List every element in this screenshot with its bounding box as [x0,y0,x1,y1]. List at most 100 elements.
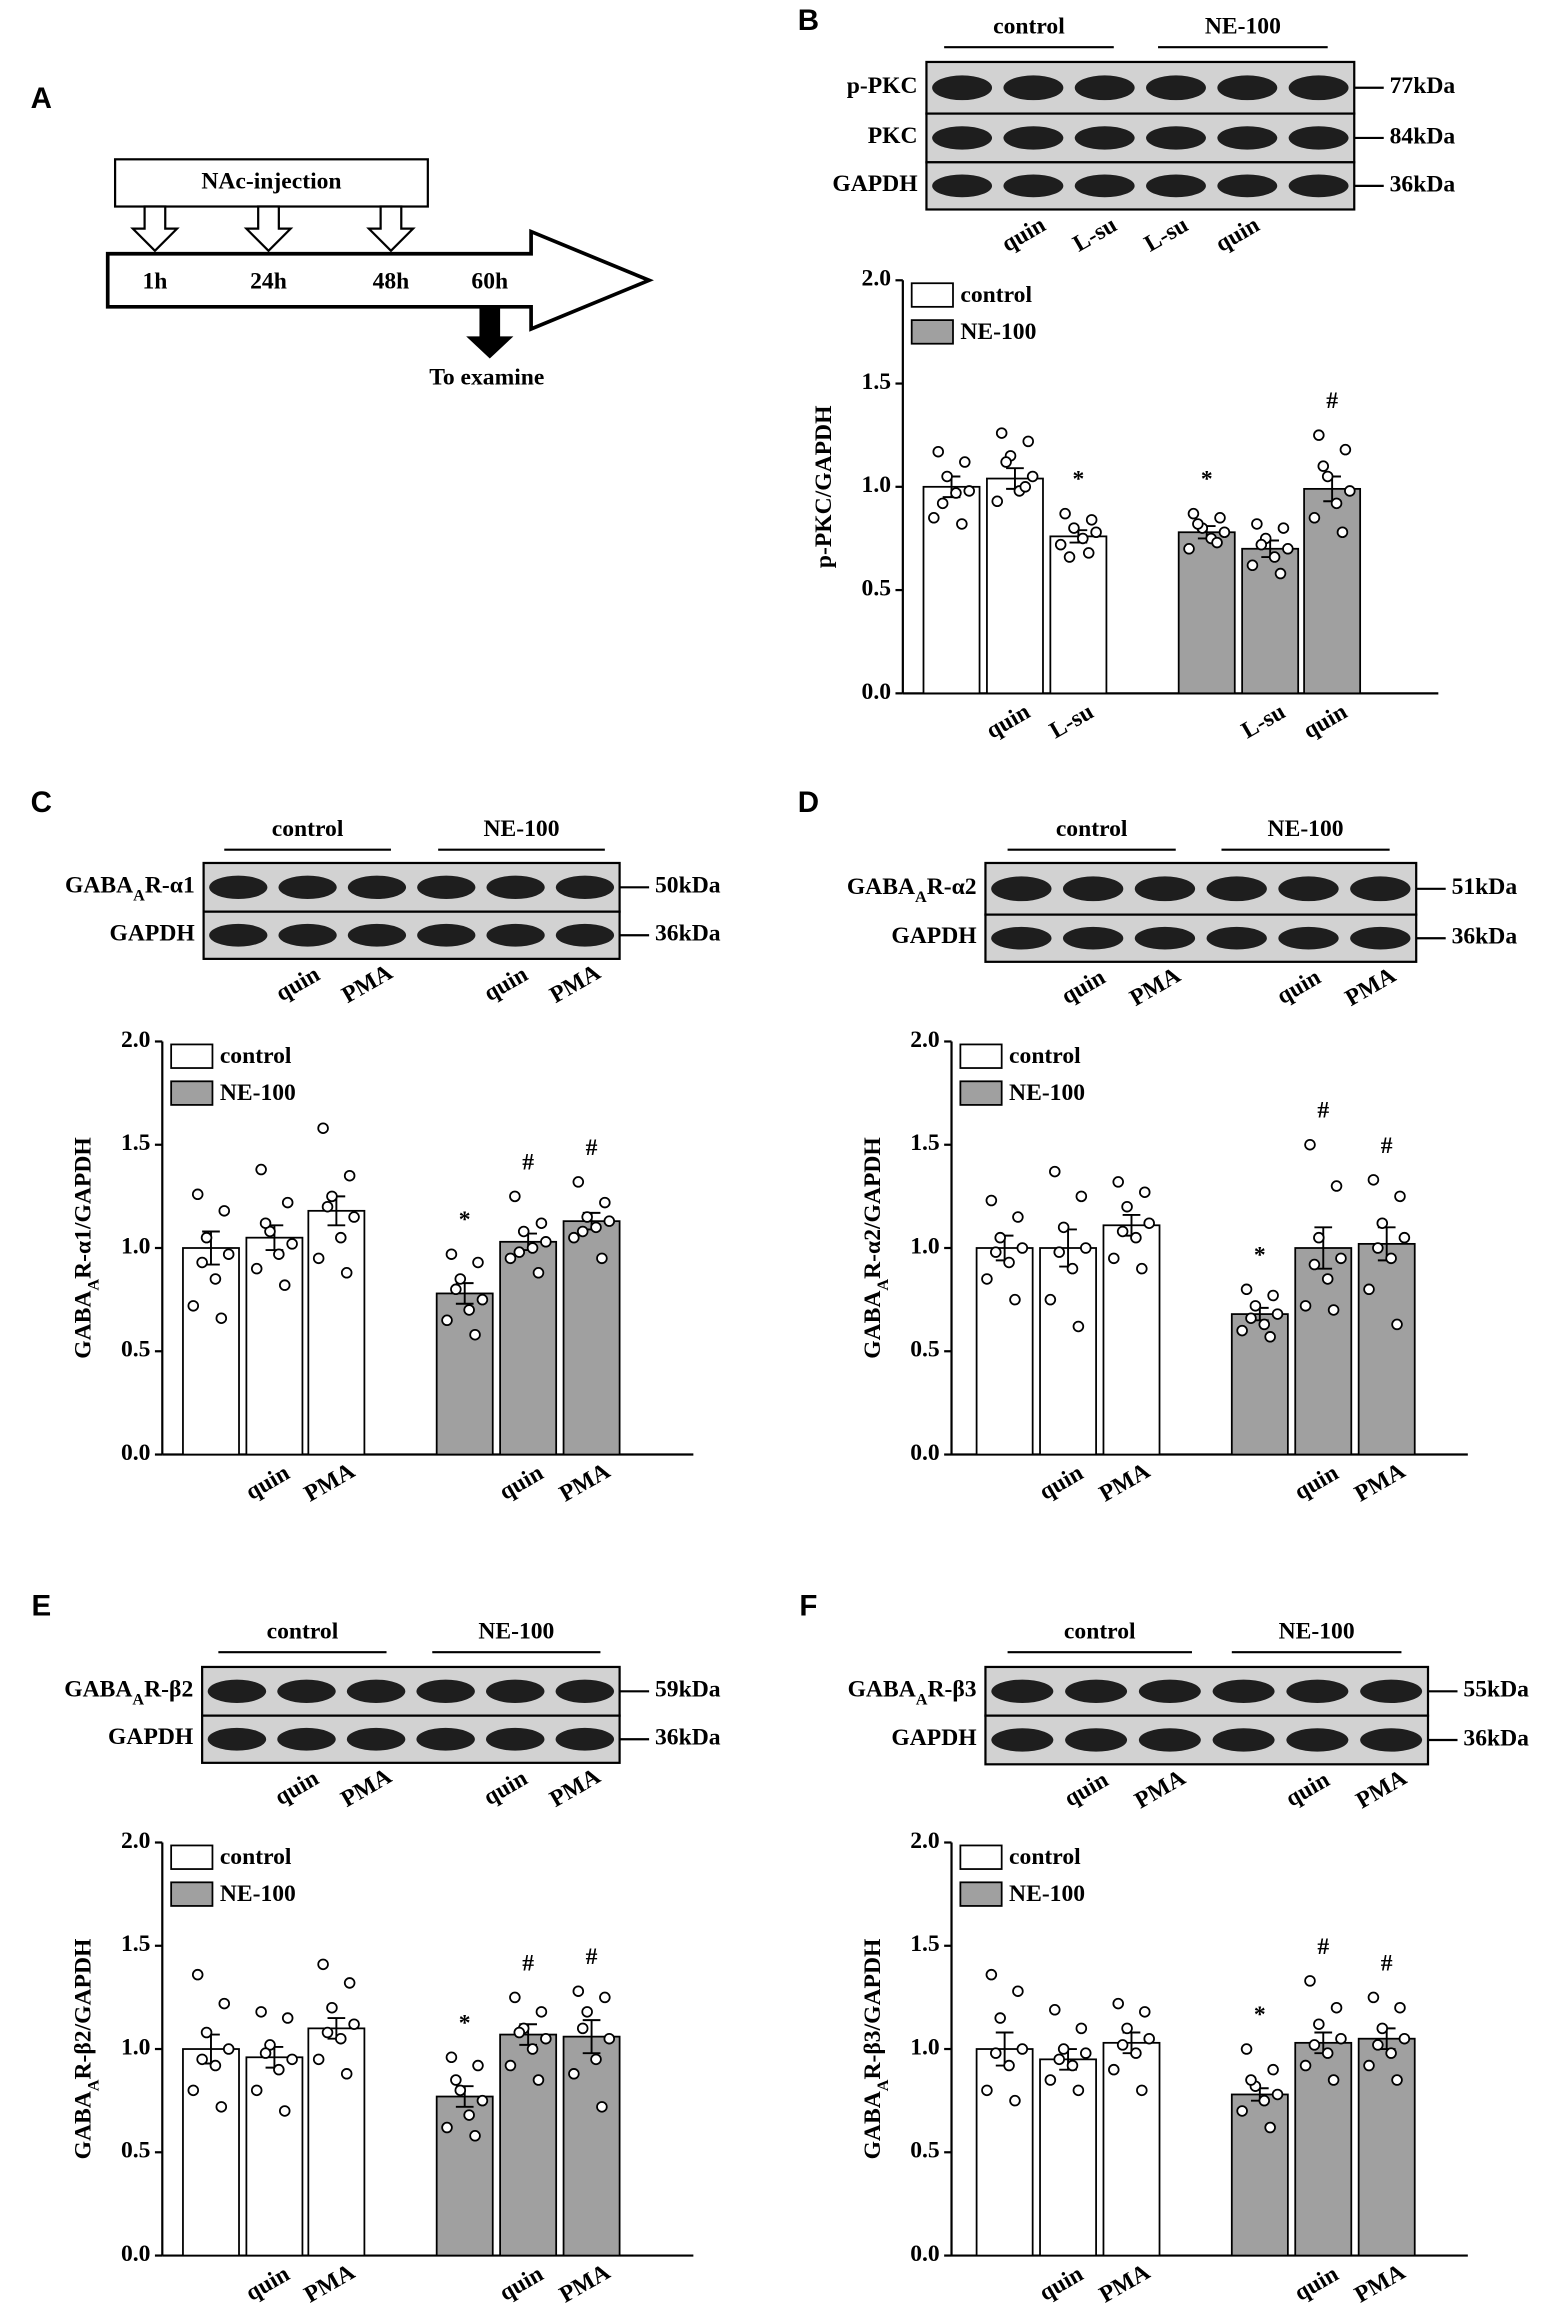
data-point [1258,1318,1271,1331]
data-point [1330,2001,1343,2014]
examine-arrow [466,306,514,359]
blot-band [277,1727,336,1751]
blot-band [932,126,993,150]
data-point [1394,2001,1406,2014]
legend-swatch [959,1043,1003,1069]
y-tick-label: 2.0 [121,1027,151,1053]
group-label: control [267,1618,339,1644]
data-point [1136,2084,1148,2097]
group-label: NE-100 [483,816,559,842]
row-label-part: GABA [64,1677,132,1703]
data-point [476,1293,489,1306]
x-tick-label: quin [241,2261,294,2306]
data-point [928,512,940,524]
blot-band [1065,1679,1128,1703]
data-point [509,1190,521,1203]
blot-band [347,923,407,947]
blot-band [1146,75,1206,101]
data-point [1372,1242,1384,1254]
data-point [1116,2039,1129,2051]
blot-row [201,1714,621,1764]
data-point [985,1968,998,1981]
data-point [1321,2047,1334,2059]
data-point [532,2074,545,2086]
arrow [243,205,294,253]
data-point [191,1188,204,1201]
data-point [1116,1225,1129,1238]
legend-label: NE-100 [220,1080,296,1106]
blot-band [1065,1728,1128,1752]
data-point [222,1248,235,1260]
blot-band [1138,1728,1201,1752]
data-point [278,2105,291,2117]
data-point [513,2026,526,2039]
data-point [1268,551,1281,563]
data-point [273,1248,285,1260]
row-label-part: GABA [65,873,133,899]
y-axis-label: GABAAR-α1/GAPDH [71,1137,102,1358]
blot-band [1350,876,1411,902]
data-point [1112,1997,1124,2010]
blot-band [1074,75,1135,101]
blot-band [278,923,337,947]
blot-band [1217,174,1278,198]
data-point [286,1238,298,1250]
data-point [1251,518,1263,530]
significance-mark: # [1317,1934,1329,1960]
y-tick-label: 0.0 [910,1440,940,1466]
lane-label: PMA [1126,962,1186,1011]
bar [1039,2058,1097,2257]
data-point [941,470,953,483]
y-tick-label: 0.0 [910,2241,940,2267]
x-tick-label: quin [241,1460,294,1505]
lane-label: L-su [1140,212,1193,257]
data-point [1012,1985,1024,1997]
x-tick-label: PMA [1350,2259,1410,2308]
data-point [1344,485,1356,497]
y-tick-label: 1.5 [862,369,892,395]
row-label-part: A [916,1690,928,1708]
data-point [472,2059,484,2072]
data-point [1049,2004,1061,2016]
size-label: 84kDa [1390,123,1456,149]
y-axis-label-part: A [84,2079,102,2091]
significance-mark: # [522,1950,534,1976]
blot-band [1288,75,1349,101]
blot-band [932,75,993,101]
data-point [963,485,975,497]
data-point [576,2022,589,2035]
row-label: GABAAR-β2 [64,1677,193,1708]
data-point [1080,1242,1092,1254]
data-point [1330,497,1343,510]
significance-mark: # [522,1149,534,1175]
data-point [1012,1211,1024,1223]
lane-label: PMA [545,1763,605,1812]
lane-label: PMA [337,1763,397,1812]
y-tick-label: 0.5 [910,1337,940,1363]
data-point [590,2053,602,2066]
y-axis-label: GABAAR-β3/GAPDH [860,1939,891,2160]
bar [562,1220,621,1456]
data-point [1049,1165,1061,1178]
data-point [209,2059,222,2072]
row-label: GAPDH [110,921,195,947]
panel-label: E [31,1590,51,1623]
data-point [1009,2094,1021,2107]
y-tick-label: 0.5 [910,2138,940,2164]
row-label: GABAAR-β3 [848,1677,977,1708]
data-point [1075,2022,1088,2035]
blot-band [991,876,1052,902]
size-label: 77kDa [1390,73,1456,99]
blot-band [1138,1679,1201,1703]
y-tick-label: 1.0 [121,1233,151,1259]
x-tick-label: quin [1035,1460,1088,1505]
data-point [187,2084,200,2097]
data-point [1308,1258,1321,1271]
significance-mark: # [1326,388,1338,414]
row-label-part: A [915,888,927,906]
data-point [1108,1252,1120,1265]
bar [435,2095,494,2257]
data-point [1044,1293,1057,1306]
data-point [1385,2047,1397,2059]
data-point [222,2043,235,2055]
